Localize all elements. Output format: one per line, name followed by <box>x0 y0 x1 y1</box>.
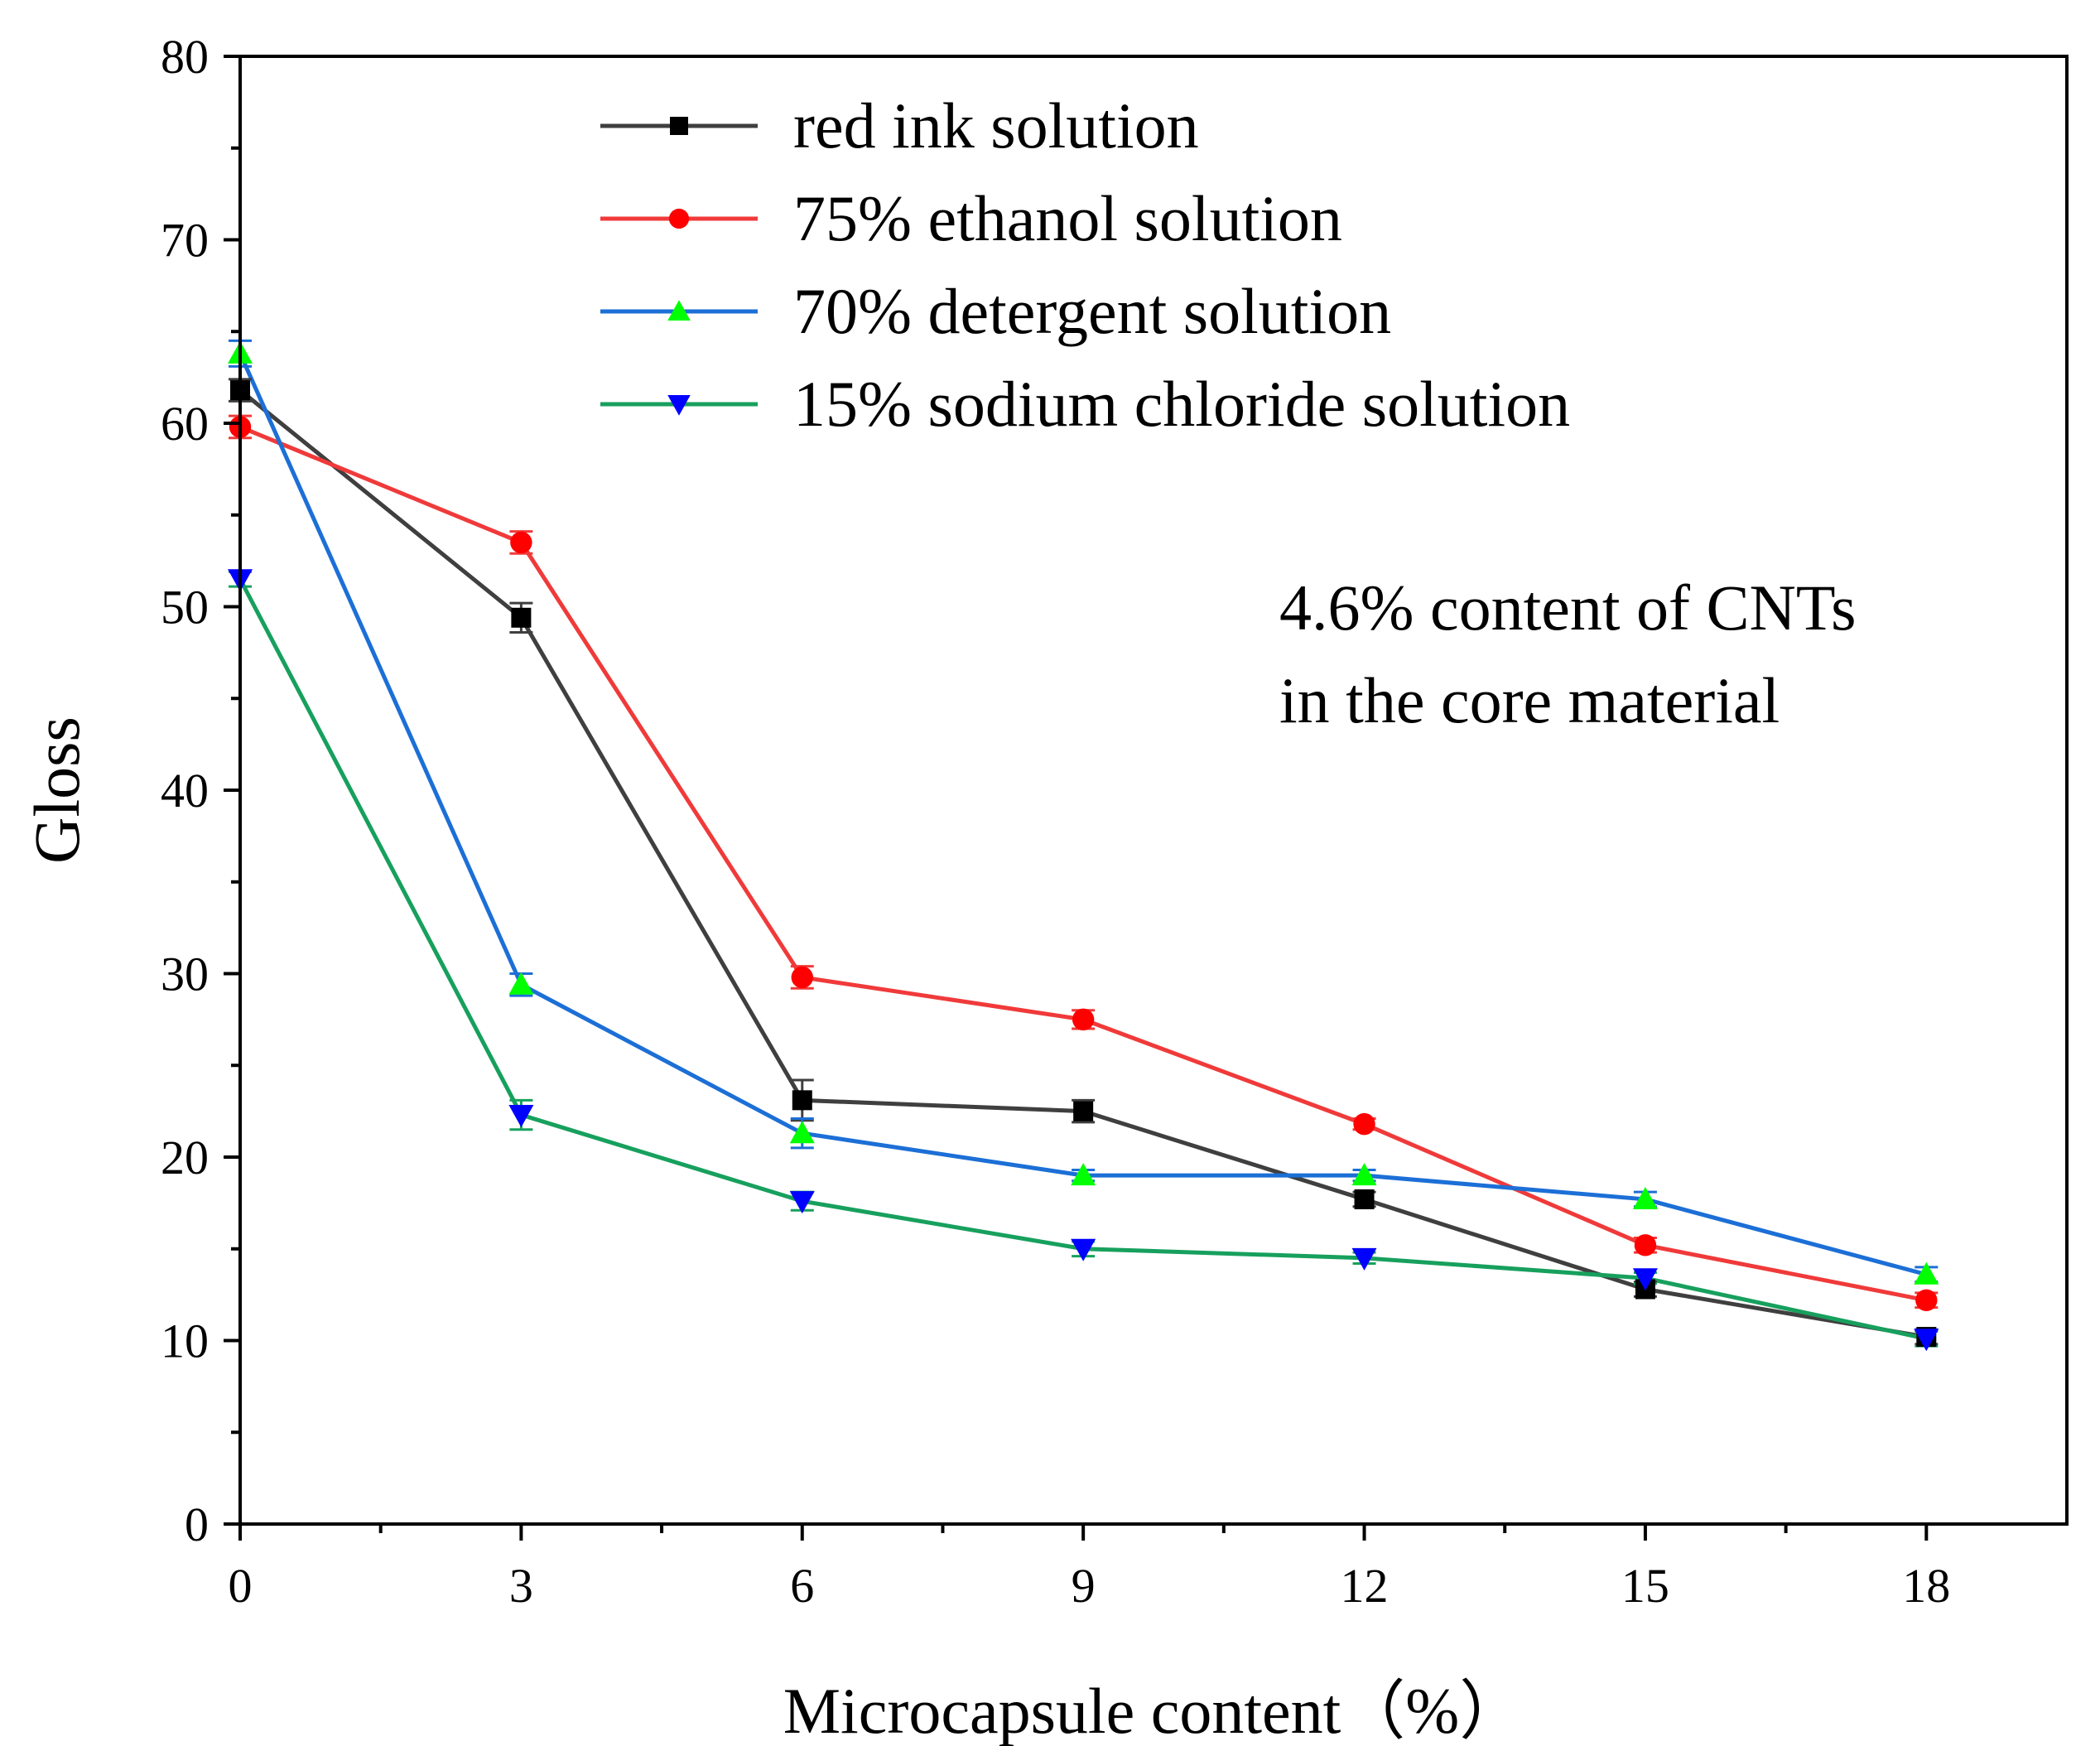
data-point-s2-p2 <box>510 531 532 554</box>
data-point-s3-p6 <box>1632 1186 1658 1209</box>
data-point-s1-p2 <box>511 607 532 628</box>
data-point-s1-p5 <box>1354 1189 1375 1209</box>
annotation-line-2: in the core material <box>1279 664 1780 736</box>
legend-item-4: 15% sodium chloride solution <box>600 368 1570 440</box>
y-tick-label: 0 <box>185 1498 209 1551</box>
data-point-s2-p3 <box>791 966 813 989</box>
annotation-line-1: 4.6% content of CNTs <box>1279 572 1856 644</box>
legend-label: 15% sodium chloride solution <box>793 368 1570 440</box>
legend-marker <box>670 117 688 135</box>
x-axis-title: Microcapsule content（%） <box>783 1675 1524 1746</box>
data-point-s3-p3 <box>789 1121 815 1144</box>
legend-marker <box>667 300 691 321</box>
marker-layer <box>228 340 1939 1352</box>
y-tick-label: 30 <box>161 948 209 1001</box>
y-tick-label: 20 <box>161 1131 209 1184</box>
data-point-s3-p7 <box>1914 1261 1939 1285</box>
data-point-s1-p4 <box>1073 1101 1094 1121</box>
x-tick-label: 18 <box>1902 1559 1950 1613</box>
y-tick-label: 40 <box>161 764 209 818</box>
legend-item-2: 75% ethanol solution <box>600 182 1342 254</box>
legend-marker <box>668 208 690 229</box>
data-point-s2-p5 <box>1353 1112 1375 1136</box>
data-point-s3-p4 <box>1071 1163 1096 1186</box>
x-tick-label: 6 <box>790 1559 814 1613</box>
legend-item-1: red ink solution <box>600 89 1199 162</box>
x-tick-label: 0 <box>229 1559 253 1613</box>
data-point-s3-p2 <box>508 972 534 995</box>
data-point-s4-p4 <box>1071 1238 1096 1261</box>
data-point-s4-p3 <box>789 1191 815 1214</box>
x-tick-label: 12 <box>1341 1559 1389 1613</box>
annotation: 4.6% content of CNTs in the core materia… <box>1279 572 1856 736</box>
legend-label: 75% ethanol solution <box>793 182 1342 254</box>
y-tick-label: 10 <box>161 1314 209 1368</box>
x-tick-label: 9 <box>1072 1559 1096 1613</box>
legend-item-3: 70% detergent solution <box>600 275 1391 347</box>
legend-marker <box>667 395 691 416</box>
legend-label: red ink solution <box>793 89 1199 162</box>
y-axis-title: Gloss <box>21 716 93 864</box>
y-tick-label: 70 <box>161 214 209 268</box>
x-tick-label: 3 <box>509 1559 533 1613</box>
data-point-s2-p6 <box>1634 1234 1657 1256</box>
data-point-s4-p7 <box>1914 1329 1939 1352</box>
legend-label: 70% detergent solution <box>793 275 1391 347</box>
y-tick-label: 50 <box>161 581 209 634</box>
x-tick-label: 15 <box>1621 1559 1669 1613</box>
y-axis: 0 10 20 30 40 50 60 70 80 <box>161 30 240 1551</box>
data-point-s3-p5 <box>1351 1163 1377 1186</box>
data-point-s2-p4 <box>1072 1008 1095 1031</box>
legend: red ink solution 75% ethanol solution 70% … <box>600 89 1570 440</box>
y-tick-label: 60 <box>161 397 209 451</box>
y-tick-label: 80 <box>161 30 209 84</box>
data-point-s4-p5 <box>1351 1247 1377 1271</box>
data-point-s4-p6 <box>1632 1268 1658 1291</box>
data-point-s4-p2 <box>508 1105 534 1128</box>
data-point-s2-p7 <box>1915 1289 1938 1311</box>
data-point-s1-p3 <box>792 1090 812 1111</box>
x-axis: 0 3 6 9 12 15 18 <box>229 1524 1950 1613</box>
